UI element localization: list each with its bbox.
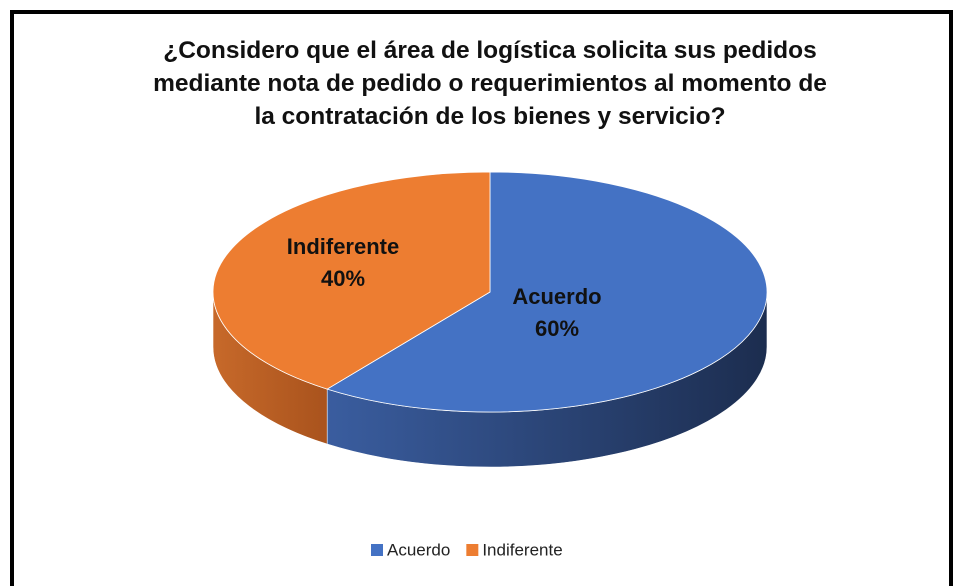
slice [212,171,491,390]
legend-label: Acuerdo [387,540,450,559]
chart-title: ¿Considero que el área de logística soli… [153,37,827,130]
slice-value-label: 40% [321,266,365,291]
legend-swatch [371,544,383,556]
slice-category-label: Indiferente [287,234,399,259]
slice [326,171,768,413]
slice-value-label: 60% [535,316,579,341]
frame [10,10,953,586]
slice-category-label: Acuerdo [512,284,601,309]
legend-label: Indiferente [482,540,562,559]
legend-swatch [466,544,479,556]
